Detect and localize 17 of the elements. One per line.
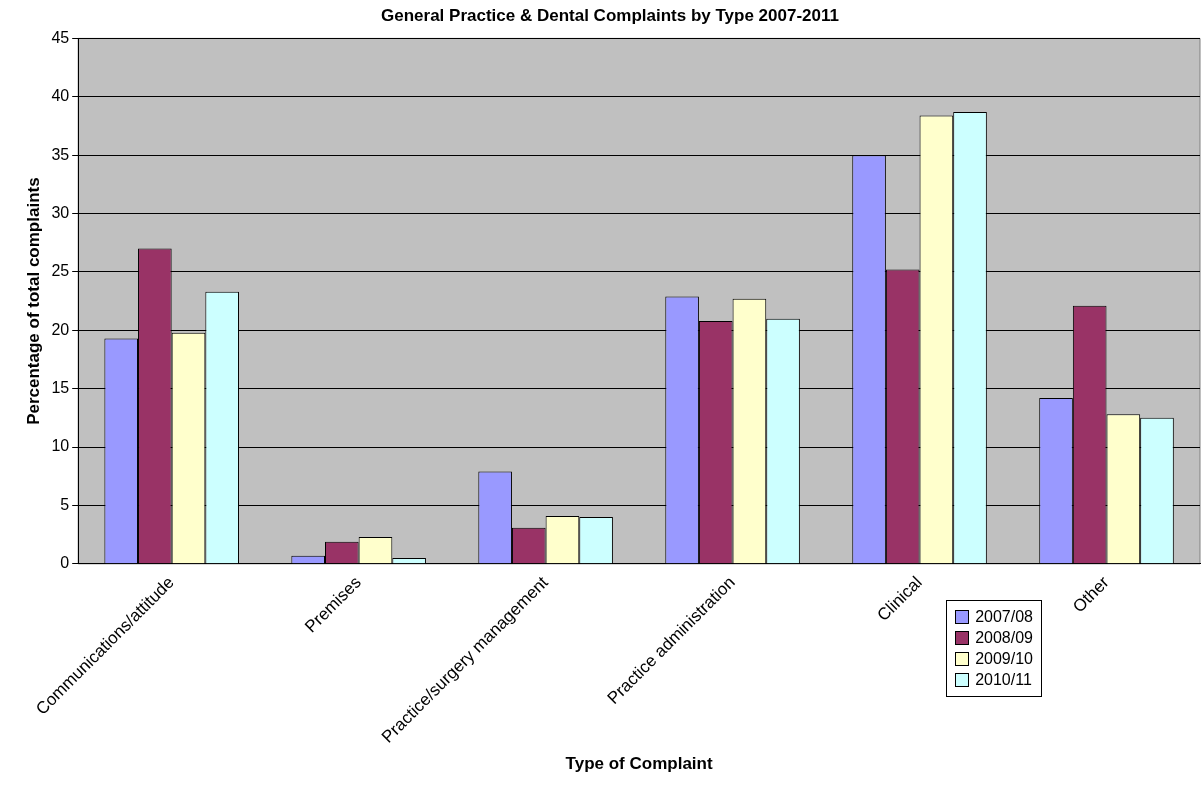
y-tick-label: 25 xyxy=(51,262,70,280)
legend-label: 2007/08 xyxy=(975,608,1033,626)
y-tick-label: 0 xyxy=(60,554,70,572)
y-tick-label: 20 xyxy=(51,320,70,338)
legend-label: 2008/09 xyxy=(975,629,1033,647)
legend-label: 2009/10 xyxy=(975,650,1033,668)
y-tick-label: 5 xyxy=(60,495,70,513)
y-tick-label: 15 xyxy=(51,379,70,397)
chart-title: General Practice & Dental Complaints by Type 2007-2011 xyxy=(381,5,839,25)
y-tick-label: 30 xyxy=(51,203,70,221)
y-tick-label: 45 xyxy=(51,28,70,46)
x-axis-title: Type of Complaint xyxy=(565,754,713,774)
y-axis-title: Percentage of total complaints xyxy=(23,177,43,425)
y-tick-label: 10 xyxy=(51,437,70,455)
legend-label: 2010/11 xyxy=(975,671,1032,689)
y-tick-label: 35 xyxy=(51,145,70,163)
y-tick-label: 40 xyxy=(51,87,70,105)
